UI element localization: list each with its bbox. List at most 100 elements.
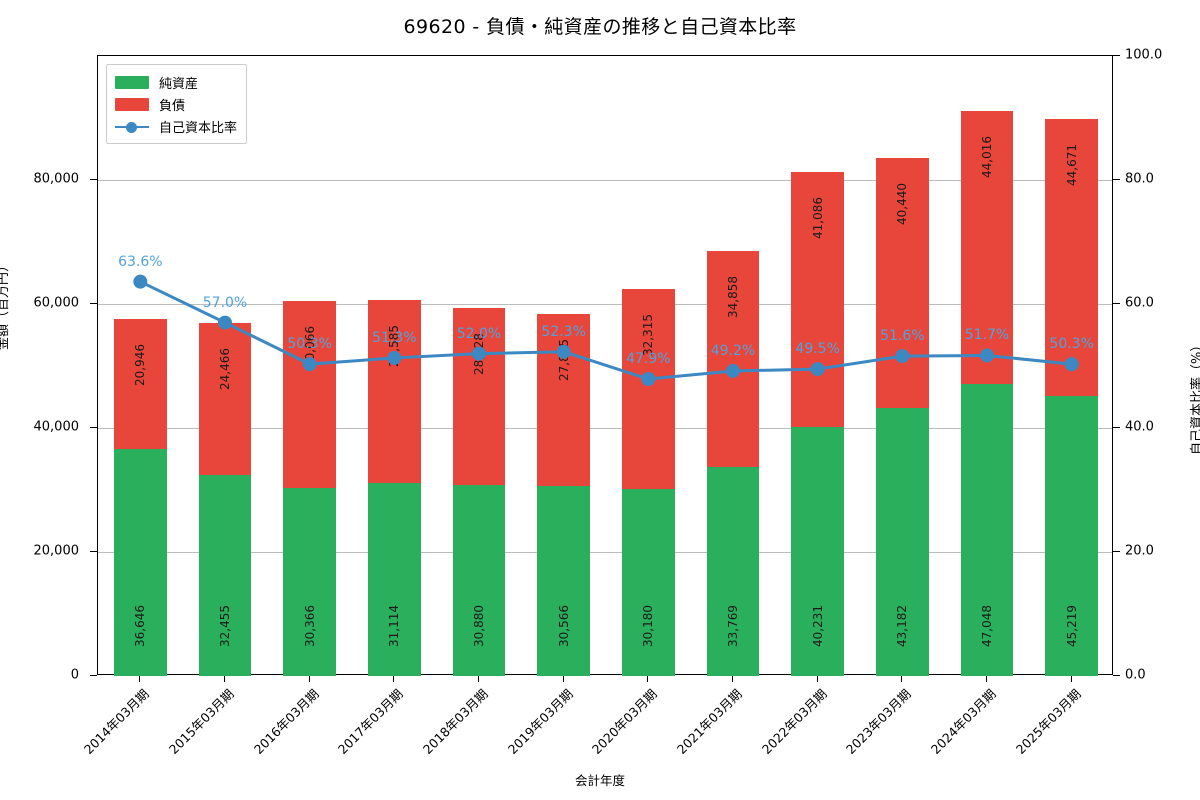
bar-segment-net-assets[interactable]: 30,366 xyxy=(283,487,336,676)
equity-ratio-value-label: 52.0% xyxy=(456,325,502,342)
gridline xyxy=(98,180,1112,181)
x-axis-tick-mark xyxy=(732,675,734,682)
bar-group[interactable]: 34,858 33,769 xyxy=(706,250,760,676)
bar-segment-liabilities[interactable]: 44,671 xyxy=(1045,118,1098,396)
bar-segment-net-assets[interactable]: 33,769 xyxy=(706,466,760,676)
equity-ratio-value-label: 63.6% xyxy=(118,253,163,270)
x-axis-tick-mark xyxy=(139,675,141,682)
equity-ratio-value-label: 57.0% xyxy=(202,294,248,311)
bar-value-label-liabilities: 44,671 xyxy=(1064,143,1079,186)
bar-segment-net-assets[interactable]: 30,566 xyxy=(537,486,590,676)
bar-segment-net-assets[interactable]: 47,048 xyxy=(960,384,1014,676)
legend-label-liabilities: 負債 xyxy=(159,98,186,114)
secondary-y-axis-tick-label: 100.0 xyxy=(1125,47,1163,63)
bar-value-label-liabilities: 40,440 xyxy=(895,182,910,225)
bar-value-label-net-assets: 30,880 xyxy=(471,604,486,647)
bar-value-label-liabilities: 27,865 xyxy=(556,338,571,381)
bar-segment-net-assets[interactable]: 30,880 xyxy=(452,484,506,676)
bar-segment-liabilities[interactable]: 30,066 xyxy=(283,301,336,488)
bar-group[interactable]: 41,086 40,231 xyxy=(791,171,844,676)
bar-value-label-liabilities: 20,946 xyxy=(133,343,148,386)
x-axis-tick-mark xyxy=(647,675,649,682)
bar-segment-net-assets[interactable]: 32,455 xyxy=(198,474,252,676)
x-axis-tick-mark xyxy=(393,675,395,682)
chart-legend: 純資産 負債 自己資本比率 xyxy=(106,64,248,144)
x-axis-tick-mark xyxy=(224,675,226,682)
bar-group[interactable]: 40,440 43,182 xyxy=(876,157,929,676)
x-axis-tick-label: 2018年03月期 xyxy=(419,686,491,757)
x-axis-tick-mark xyxy=(816,675,818,682)
legend-line-equity-ratio xyxy=(115,120,149,133)
y-axis-tick-label: 60,000 xyxy=(33,295,80,311)
bar-group[interactable]: 24,466 32,455 xyxy=(198,323,252,676)
bar-segment-net-assets[interactable]: 31,114 xyxy=(368,483,421,676)
secondary-y-axis-tick-mark xyxy=(1113,303,1120,305)
bar-value-label-net-assets: 33,769 xyxy=(725,604,740,647)
bar-value-label-net-assets: 43,182 xyxy=(895,604,910,647)
x-axis-tick-label: 2025年03月期 xyxy=(1012,686,1084,757)
bar-value-label-net-assets: 32,455 xyxy=(217,604,232,647)
bar-segment-liabilities[interactable]: 32,315 xyxy=(622,288,675,489)
equity-ratio-value-label: 51.3% xyxy=(372,329,417,346)
x-axis-tick-label: 2014年03月期 xyxy=(81,686,153,757)
y-axis-tick-mark xyxy=(90,303,97,305)
equity-ratio-point[interactable] xyxy=(133,274,148,289)
x-axis-tick-label: 2022年03月期 xyxy=(758,686,830,757)
equity-ratio-line xyxy=(139,280,1072,381)
legend-item-equity-ratio: 自己資本比率 xyxy=(115,115,237,137)
bar-segment-liabilities[interactable]: 20,946 xyxy=(114,318,167,449)
bar-value-label-net-assets: 45,219 xyxy=(1064,604,1079,647)
y-axis-tick-label: 80,000 xyxy=(33,171,80,187)
legend-item-liabilities: 負債 xyxy=(115,93,237,115)
y-axis-tick-mark xyxy=(90,179,97,181)
y-axis-tick-label: 0 xyxy=(70,667,79,683)
secondary-y-axis-tick-label: 20.0 xyxy=(1125,543,1154,559)
gridline xyxy=(98,552,1112,553)
y-axis-tick-mark xyxy=(90,675,97,677)
y-axis-tick-label: 20,000 xyxy=(33,543,80,559)
bar-segment-liabilities[interactable]: 29,585 xyxy=(368,299,421,484)
chart-title: 69620 - 負債・純資産の推移と自己資本比率 xyxy=(403,16,797,38)
plot-area: 20,946 36,646 24,466 32,455 30,066 30,366 29,5… xyxy=(97,55,1113,676)
bar-group[interactable]: 32,315 30,180 xyxy=(622,288,675,676)
bar-value-label-net-assets: 31,114 xyxy=(387,604,402,647)
equity-ratio-value-label: 49.5% xyxy=(795,341,840,358)
bar-group[interactable]: 28,528 30,880 xyxy=(452,307,506,676)
secondary-y-axis-tick-mark xyxy=(1113,675,1120,677)
secondary-y-axis-tick-mark xyxy=(1113,55,1120,57)
x-axis-tick-mark xyxy=(901,675,903,682)
bar-value-label-liabilities: 24,466 xyxy=(217,348,232,391)
x-axis-tick-mark xyxy=(986,675,988,682)
bar-value-label-liabilities: 41,086 xyxy=(810,196,825,239)
bar-group[interactable]: 44,671 45,219 xyxy=(1045,118,1098,676)
x-axis-tick-label: 2023年03月期 xyxy=(843,686,915,757)
legend-swatch-net-assets xyxy=(115,75,149,89)
bar-group[interactable]: 30,066 30,366 xyxy=(283,301,336,676)
bar-segment-net-assets[interactable]: 40,231 xyxy=(791,426,844,676)
bar-value-label-liabilities: 34,858 xyxy=(725,275,740,318)
bar-segment-net-assets[interactable]: 36,646 xyxy=(114,448,167,676)
x-axis-tick-mark xyxy=(562,675,564,682)
x-axis-tick-label: 2024年03月期 xyxy=(927,686,999,757)
bar-segment-net-assets[interactable]: 43,182 xyxy=(876,408,929,676)
equity-ratio-value-label: 47.9% xyxy=(626,351,671,368)
bar-segment-liabilities[interactable]: 24,466 xyxy=(198,323,252,475)
legend-label-net-assets: 純資産 xyxy=(159,76,199,92)
bar-segment-liabilities[interactable]: 40,440 xyxy=(876,157,929,409)
y-axis-tick-mark xyxy=(90,427,97,429)
secondary-y-axis-tick-label: 60.0 xyxy=(1125,295,1154,311)
bar-segment-net-assets[interactable]: 45,219 xyxy=(1045,395,1098,676)
equity-ratio-value-label: 50.3% xyxy=(287,336,332,353)
x-axis-tick-label: 2019年03月期 xyxy=(504,686,576,757)
bar-segment-liabilities[interactable]: 41,086 xyxy=(791,171,844,427)
bar-group[interactable]: 27,865 30,566 xyxy=(537,313,590,676)
bar-value-label-net-assets: 30,566 xyxy=(556,604,571,647)
bar-value-label-net-assets: 47,048 xyxy=(979,604,994,647)
bar-group[interactable]: 20,946 36,646 xyxy=(114,318,167,676)
bar-group[interactable]: 29,585 31,114 xyxy=(368,299,421,676)
legend-swatch-liabilities xyxy=(115,97,149,111)
bar-group[interactable]: 44,016 47,048 xyxy=(960,111,1014,676)
equity-ratio-value-label: 51.7% xyxy=(964,327,1010,344)
bar-segment-net-assets[interactable]: 30,180 xyxy=(622,488,675,676)
